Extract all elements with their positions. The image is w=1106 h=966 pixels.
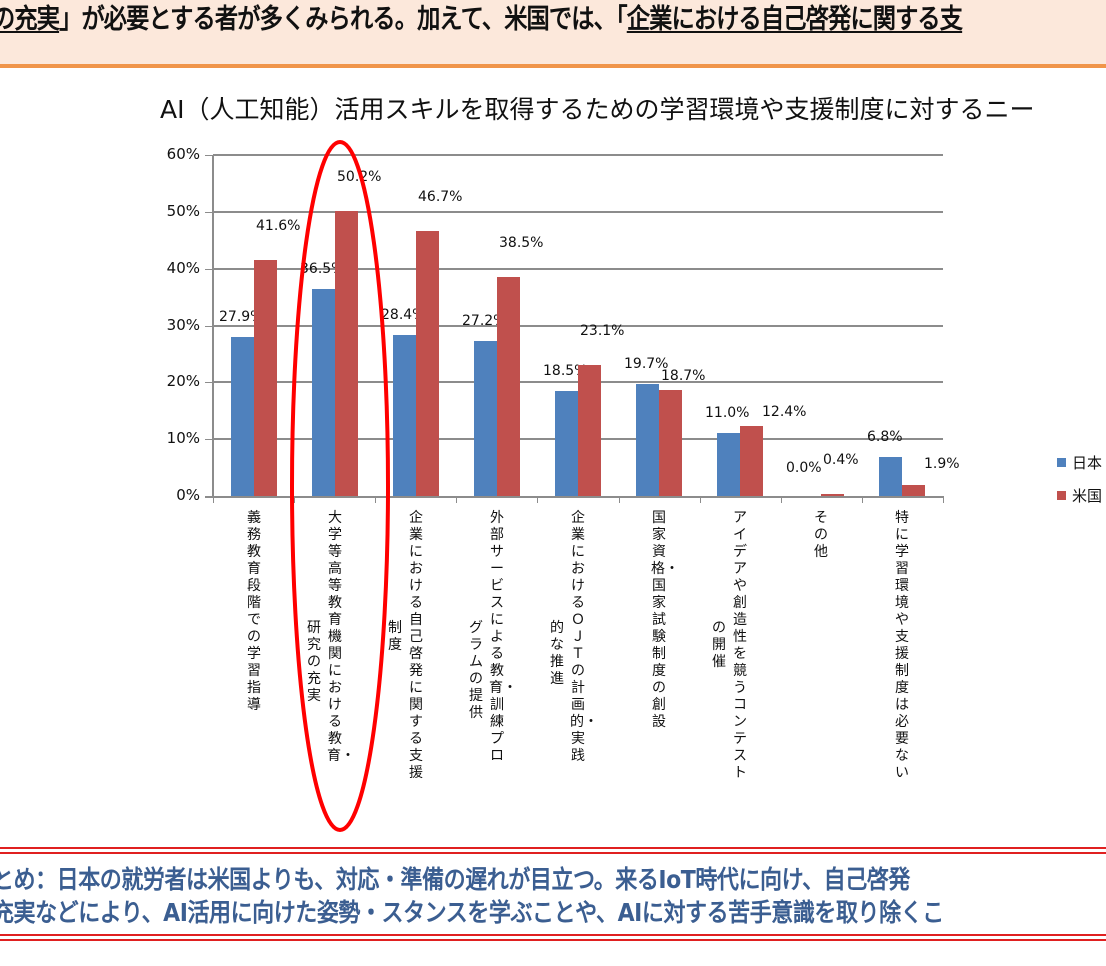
bar-usa [821, 494, 844, 496]
data-label: 11.0% [705, 405, 750, 421]
gridline [213, 154, 943, 156]
summary-bottom-border [0, 934, 1106, 941]
bar-japan [636, 384, 659, 496]
y-tick-mark [205, 211, 213, 213]
legend-label: 米国 [1072, 487, 1103, 505]
category-label-line-2: 研究の充実 [307, 620, 321, 704]
bar-japan [474, 341, 497, 496]
y-tick-mark [205, 439, 213, 441]
category-label-line-1: 国家資格・国家試験制度の創設 [651, 510, 679, 730]
category-label-line-1: 大学等高等教育機関における教育・ [327, 510, 355, 764]
y-axis-tick-label: 20% [166, 372, 200, 391]
x-axis-line [205, 496, 943, 498]
category-label-line-2: 的な推進 [550, 620, 564, 687]
banner-text: の充実」が必要とする者が多くみられる。加えて、米国では、「企業における自己啓発に… [0, 0, 963, 36]
summary-line-2: 充実などにより、AI活用に向けた姿勢・スタンスを学ぶことや、AIに対する苦手意識… [0, 898, 944, 927]
x-tick-mark [537, 496, 538, 503]
data-label: 18.5% [543, 363, 588, 379]
chart-title: AI（人工知能）活用スキルを取得するための学習環境や支援制度に対するニー [160, 95, 1035, 124]
data-label: 0.4% [823, 452, 859, 468]
category-label-line-2: グラムの提供 [469, 620, 483, 721]
data-label: 12.4% [762, 404, 807, 420]
bar-usa [416, 231, 439, 496]
y-tick-mark [205, 268, 213, 270]
header-banner: の充実」が必要とする者が多くみられる。加えて、米国では、「企業における自己啓発に… [0, 0, 1106, 64]
summary-line-1: とめ：日本の就労者は米国よりも、対応・準備の遅れが目立つ。来るIoT時代に向け、… [0, 865, 910, 894]
bar-japan [393, 335, 416, 496]
category-label-line-1: 企業におけるＯＪＴの計画的・実践 [570, 510, 598, 764]
data-label: 28.4% [381, 307, 426, 323]
x-tick-mark [862, 496, 863, 503]
data-label: 41.6% [256, 218, 301, 234]
gridline [213, 324, 943, 327]
data-label: 1.9% [924, 456, 960, 472]
legend-label: 日本 [1072, 454, 1103, 472]
x-tick-mark [943, 496, 944, 503]
legend-swatch-icon [1057, 491, 1066, 500]
bar-usa [578, 365, 601, 496]
category-label-line-2: の開催 [712, 620, 726, 670]
bar-usa [902, 485, 925, 496]
y-axis-tick-label: 10% [166, 429, 200, 448]
y-tick-mark [205, 155, 213, 156]
bar-usa [659, 390, 682, 496]
bar-japan [555, 391, 578, 496]
category-label-line-1: その他 [814, 510, 828, 560]
y-axis-tick-label: 0% [176, 486, 200, 504]
bar-usa [497, 277, 520, 496]
y-axis-tick-label: 50% [166, 201, 200, 220]
legend-item-usa: 米国 [1057, 485, 1102, 506]
data-label: 27.2% [462, 313, 507, 329]
bar-japan [879, 457, 902, 496]
x-tick-mark [781, 496, 782, 503]
category-label-line-1: 外部サービスによる教育・訓練プロ [489, 510, 517, 764]
data-label: 38.5% [499, 235, 544, 251]
x-tick-mark [619, 496, 620, 503]
gridline [213, 267, 943, 270]
data-label: 6.8% [867, 429, 903, 445]
y-axis-tick-label: 30% [166, 315, 200, 334]
y-tick-mark [205, 382, 213, 384]
category-label-line-2: 制度 [388, 620, 402, 653]
x-tick-mark [213, 496, 214, 503]
category-label-line-1: 義務教育段階での学習指導 [247, 510, 261, 713]
y-tick-mark [205, 325, 213, 327]
bar-japan [312, 289, 335, 496]
x-tick-mark [375, 496, 376, 503]
data-label: 0.0% [786, 460, 822, 476]
bar-japan [717, 433, 740, 496]
data-label: 23.1% [580, 323, 625, 339]
legend-item-japan: 日本 [1057, 452, 1102, 473]
bar-usa [254, 260, 277, 496]
legend-swatch-icon [1057, 458, 1066, 467]
bar-usa [740, 426, 763, 496]
data-label: 18.7% [661, 368, 706, 384]
summary-box: とめ：日本の就労者は米国よりも、対応・準備の遅れが目立つ。来るIoT時代に向け、… [0, 847, 1106, 942]
banner-divider [0, 64, 1106, 68]
x-tick-mark [456, 496, 457, 503]
category-label-line-1: アイデアや創造性を競うコンテスト [733, 510, 747, 781]
summary-top-border [0, 847, 1106, 854]
y-axis-tick-label: 60% [166, 145, 200, 163]
gridline [213, 210, 943, 213]
banner-underlined-start: の充実 [0, 4, 60, 35]
y-axis-line [212, 155, 214, 498]
category-label-line-1: 特に学習環境や支援制度は必要ない [895, 510, 909, 781]
bar-usa [335, 211, 358, 496]
data-label: 50.2% [337, 169, 382, 185]
banner-underlined-end: 企業における自己啓発に関する支 [626, 4, 963, 35]
data-label: 19.7% [624, 356, 669, 372]
y-axis-tick-label: 40% [166, 258, 200, 277]
x-tick-mark [700, 496, 701, 503]
banner-text-middle: 」が必要とする者が多くみられる。加えて、米国では、「 [59, 4, 628, 35]
x-tick-mark [294, 496, 295, 503]
bar-japan [231, 337, 254, 496]
data-label: 46.7% [418, 189, 463, 205]
category-label-line-1: 企業における自己啓発に関する支援 [409, 510, 423, 781]
data-label: 27.9% [219, 309, 264, 325]
